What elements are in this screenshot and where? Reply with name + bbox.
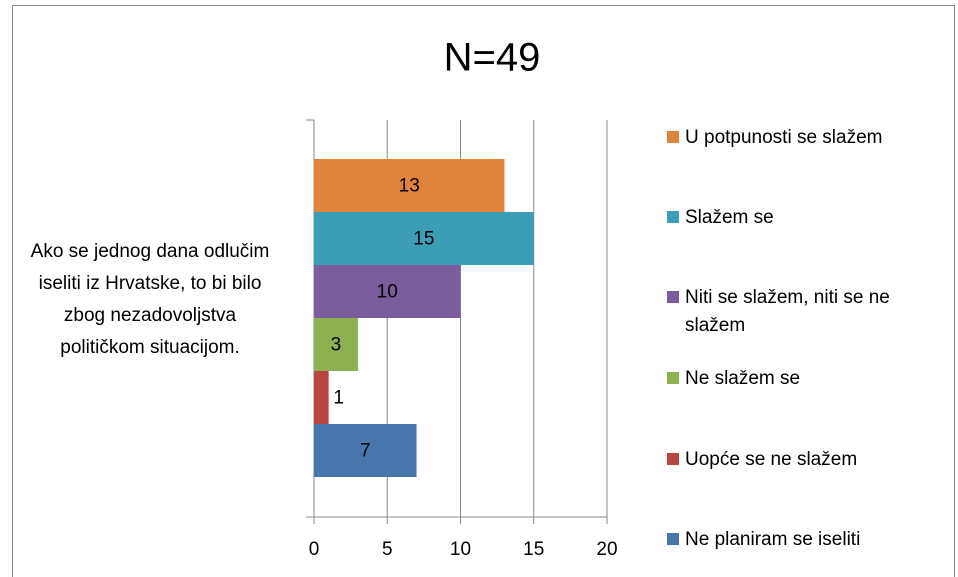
legend-label: Niti se slažem, niti se ne slažem — [685, 287, 890, 336]
data-label: 7 — [360, 441, 371, 462]
legend-swatch — [667, 453, 679, 465]
bar — [314, 424, 417, 477]
legend-swatch — [667, 131, 679, 143]
x-tick-label: 15 — [523, 539, 544, 560]
legend-label: Slažem se — [685, 207, 774, 228]
data-label: 13 — [399, 176, 420, 197]
x-tick-label: 5 — [382, 539, 393, 560]
x-tick-label: 0 — [309, 539, 320, 560]
chart-title: N=49 — [444, 36, 541, 80]
legend-swatch — [667, 211, 679, 223]
bar — [314, 318, 358, 371]
category-label: Ako se jednog dana odlučim iseliti iz Hr… — [30, 241, 270, 358]
data-label: 3 — [331, 335, 342, 356]
bar — [314, 212, 534, 265]
bar — [314, 265, 461, 318]
legend-label: U potpunosti se slažem — [685, 127, 883, 148]
x-tick-label: 10 — [450, 539, 471, 560]
data-label: 10 — [377, 282, 398, 303]
data-label: 15 — [413, 229, 434, 250]
legend-label: Ne planiram se iseliti — [685, 529, 861, 550]
legend-label: Ne slažem se — [685, 368, 801, 389]
legend-swatch — [667, 291, 679, 303]
legend-swatch — [667, 533, 679, 545]
bar — [314, 159, 505, 212]
x-tick-label: 20 — [596, 539, 617, 560]
data-label: 1 — [333, 388, 344, 409]
bar — [314, 371, 329, 424]
legend-label: Uopće se ne slažem — [685, 449, 858, 470]
legend-swatch — [667, 372, 679, 384]
chart-border — [12, 5, 955, 577]
